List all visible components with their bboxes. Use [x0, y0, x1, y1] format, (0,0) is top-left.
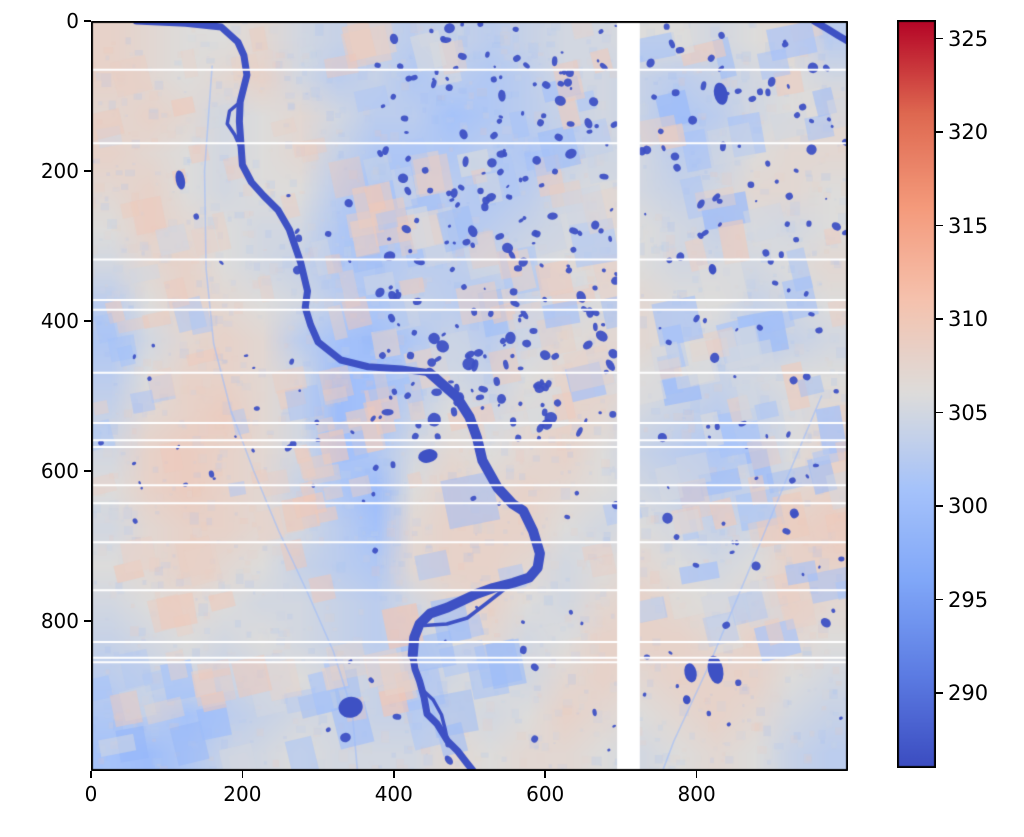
x-tick-label: 400 [374, 782, 413, 806]
colorbar-tick-mark [936, 598, 943, 601]
y-tick-mark [84, 620, 91, 622]
colorbar-tick-label: 295 [948, 587, 989, 612]
x-tick-label: 600 [526, 782, 565, 806]
y-tick-label: 200 [40, 159, 79, 183]
colorbar [897, 20, 936, 768]
colorbar-tick-label: 305 [948, 400, 989, 425]
x-tick-label: 200 [223, 782, 262, 806]
colorbar-tick-label: 315 [948, 213, 989, 238]
x-tick-mark [90, 771, 92, 778]
colorbar-tick-label: 300 [948, 494, 989, 519]
colorbar-tick-mark [936, 692, 943, 694]
y-tick-mark [84, 470, 91, 472]
colorbar-tick-label: 320 [948, 120, 989, 145]
colorbar-tick-label: 310 [948, 307, 989, 332]
y-tick-label: 800 [40, 609, 79, 633]
y-tick-label: 600 [40, 459, 79, 483]
x-tick-label: 800 [677, 782, 716, 806]
x-tick-mark [695, 771, 698, 778]
colorbar-tick-mark [936, 318, 943, 320]
colorbar-tick-mark [936, 37, 943, 40]
x-tick-mark [241, 771, 244, 778]
x-tick-mark [544, 771, 546, 778]
x-tick-label: 0 [84, 782, 98, 806]
y-tick-mark [84, 170, 91, 172]
y-tick-mark [84, 20, 91, 22]
colorbar-tick-mark [936, 131, 943, 133]
y-tick-mark [84, 320, 91, 322]
y-tick-label: 400 [40, 309, 79, 333]
colorbar-tick-label: 290 [948, 681, 989, 706]
colorbar-tick-mark [936, 505, 943, 507]
heatmap-image [91, 21, 848, 771]
colorbar-tick-label: 325 [948, 26, 989, 51]
colorbar-tick-mark [936, 411, 943, 414]
x-tick-mark [393, 771, 395, 778]
y-tick-label: 0 [66, 9, 79, 33]
colorbar-tick-mark [936, 224, 943, 227]
